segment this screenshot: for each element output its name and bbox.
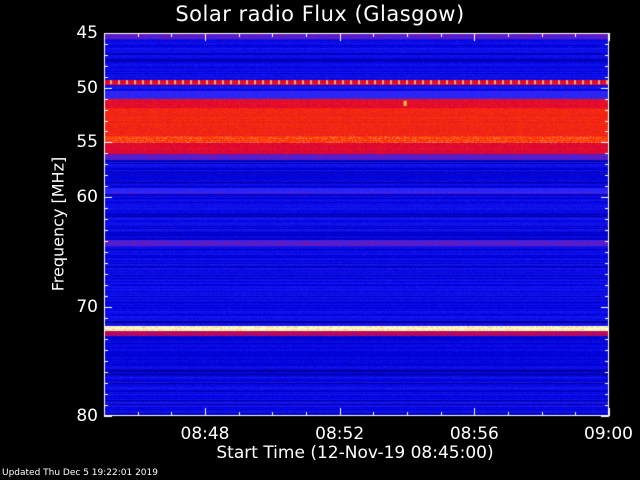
updated-footer: Updated Thu Dec 5 19:22:01 2019	[2, 468, 158, 478]
x-tick-label: 08:52	[315, 424, 365, 444]
y-tick-label: 45	[76, 23, 98, 43]
x-tick-label: 08:56	[449, 424, 499, 444]
x-tick-label: 08:48	[180, 424, 230, 444]
x-axis-label: Start Time (12-Nov-19 08:45:00)	[216, 443, 494, 463]
y-tick-label: 60	[76, 187, 98, 208]
y-tick-label: 80	[76, 406, 98, 426]
y-axis-label: Frequency [MHz]	[48, 156, 68, 292]
x-tick-label: 09:00	[584, 424, 633, 444]
y-tick-label: 55	[76, 132, 98, 153]
chart-title: Solar radio Flux (Glasgow)	[175, 2, 465, 26]
y-tick-label: 50	[76, 77, 98, 98]
y-tick-label: 70	[76, 296, 98, 317]
